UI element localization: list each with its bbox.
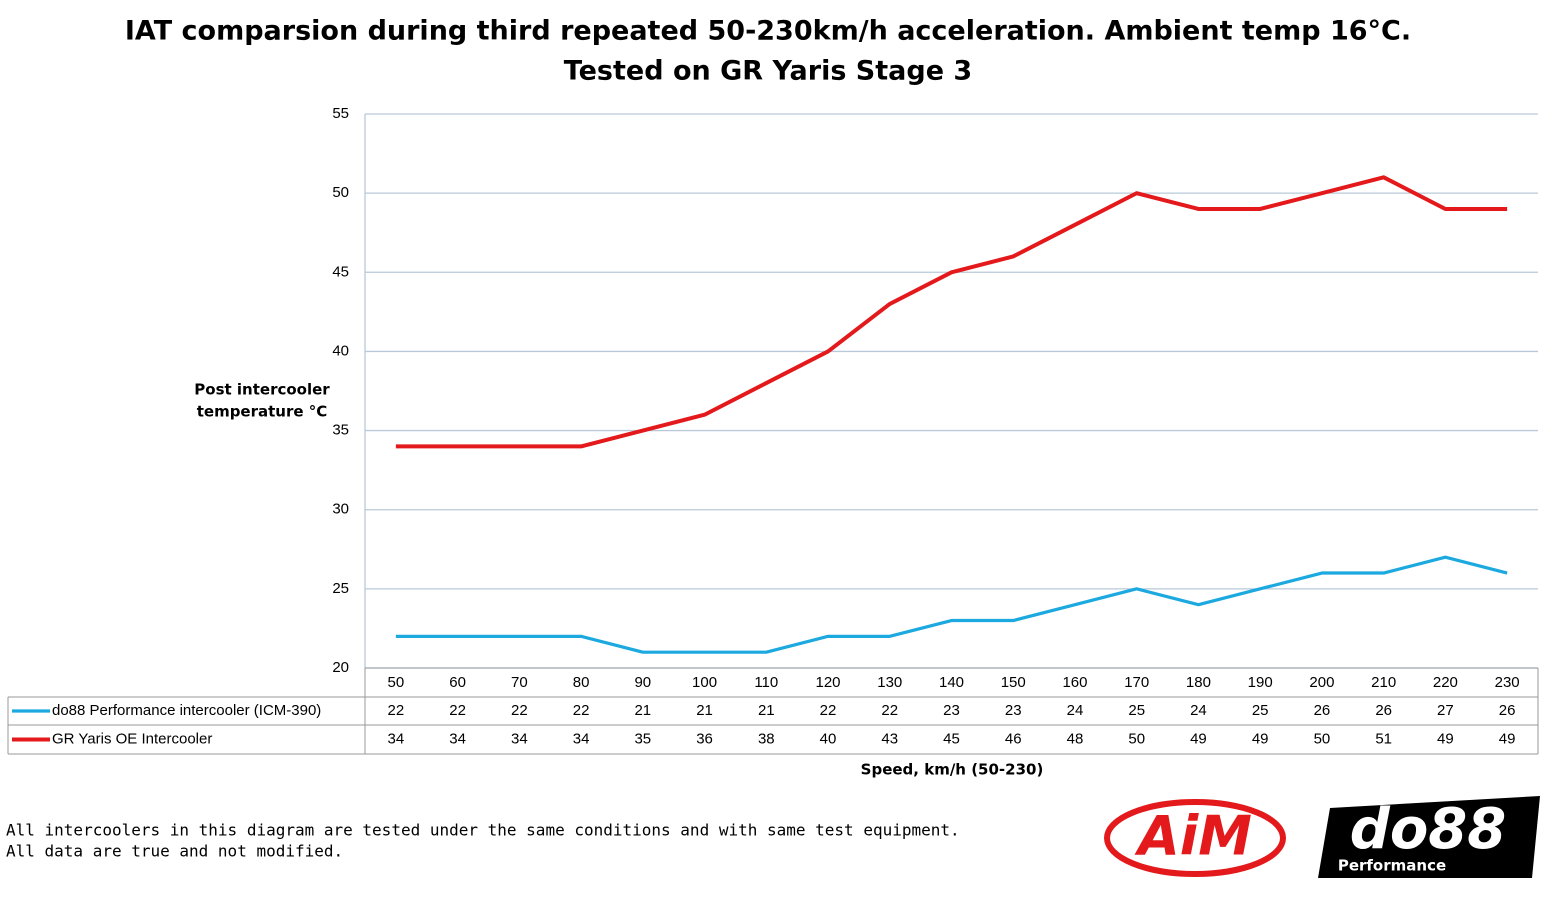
y-tick-label: 40	[332, 342, 349, 359]
x-tick-label: 160	[1062, 674, 1087, 691]
chart-subtitle: Tested on GR Yaris Stage 3	[564, 56, 972, 87]
table-value: 50	[1314, 730, 1331, 747]
x-tick-label: 170	[1124, 674, 1149, 691]
table-value: 40	[820, 730, 837, 747]
table-value: 22	[573, 702, 590, 719]
table-value: 22	[881, 702, 898, 719]
y-axis-label: Post intercooler	[194, 381, 330, 399]
x-tick-label: 130	[877, 674, 902, 691]
table-value: 21	[696, 702, 713, 719]
table-value: 49	[1437, 730, 1454, 747]
table-value: 22	[820, 702, 837, 719]
y-tick-label: 45	[332, 263, 349, 280]
table-value: 21	[634, 702, 651, 719]
logo-text: do88	[1350, 797, 1507, 862]
table-value: 23	[1005, 702, 1022, 719]
table-value: 49	[1190, 730, 1207, 747]
table-value: 38	[758, 730, 775, 747]
table-value: 27	[1437, 702, 1454, 719]
footnote: All intercoolers in this diagram are tes…	[6, 821, 960, 840]
logo-text: AiM	[1134, 805, 1252, 868]
table-value: 25	[1128, 702, 1145, 719]
table-value: 34	[388, 730, 405, 747]
y-tick-label: 55	[332, 105, 349, 122]
series-line	[395, 555, 1508, 654]
x-tick-label: 50	[388, 674, 405, 691]
logo-text: Performance	[1338, 857, 1446, 875]
x-tick-label: 220	[1433, 674, 1458, 691]
table-value: 34	[449, 730, 466, 747]
table-value: 45	[943, 730, 960, 747]
table-value: 49	[1252, 730, 1269, 747]
table-value: 34	[511, 730, 528, 747]
logo-ring	[1104, 799, 1286, 877]
logo-bg	[1318, 796, 1540, 878]
aim-logo: AiM	[1104, 799, 1286, 877]
legend-label: GR Yaris OE Intercooler	[52, 730, 212, 747]
table-value: 49	[1499, 730, 1516, 747]
table-value: 43	[881, 730, 898, 747]
x-tick-label: 140	[939, 674, 964, 691]
x-tick-label: 70	[511, 674, 528, 691]
y-tick-label: 20	[332, 659, 349, 676]
table-value: 23	[943, 702, 960, 719]
table-value: 34	[573, 730, 590, 747]
x-axis-label: Speed, km/h (50-230)	[861, 761, 1044, 779]
y-tick-label: 50	[332, 184, 349, 201]
chart-title: IAT comparsion during third repeated 50-…	[125, 16, 1411, 47]
y-axis-label: temperature °C	[197, 403, 328, 421]
x-tick-label: 150	[1001, 674, 1026, 691]
table-value: 22	[388, 702, 405, 719]
x-tick-label: 210	[1371, 674, 1396, 691]
series-line	[395, 175, 1508, 449]
table-value: 50	[1128, 730, 1145, 747]
x-tick-label: 200	[1309, 674, 1334, 691]
table-value: 48	[1067, 730, 1084, 747]
x-tick-label: 120	[816, 674, 841, 691]
x-tick-label: 80	[573, 674, 590, 691]
table-value: 22	[511, 702, 528, 719]
y-tick-label: 30	[332, 501, 349, 518]
x-tick-label: 190	[1248, 674, 1273, 691]
table-value: 46	[1005, 730, 1022, 747]
table-value: 26	[1375, 702, 1392, 719]
table-value: 51	[1375, 730, 1392, 747]
x-tick-label: 180	[1186, 674, 1211, 691]
table-value: 24	[1067, 702, 1084, 719]
x-tick-label: 100	[692, 674, 717, 691]
table-value: 35	[634, 730, 651, 747]
table-value: 26	[1314, 702, 1331, 719]
x-tick-label: 110	[754, 674, 778, 691]
table-value: 22	[449, 702, 466, 719]
y-tick-label: 35	[332, 422, 349, 439]
do88-logo: do88 Performance	[1318, 796, 1540, 878]
footnote: All data are true and not modified.	[6, 842, 343, 861]
table-value: 26	[1499, 702, 1516, 719]
table-value: 21	[758, 702, 775, 719]
x-tick-label: 90	[634, 674, 651, 691]
x-tick-label: 230	[1495, 674, 1520, 691]
table-value: 25	[1252, 702, 1269, 719]
table-value: 24	[1190, 702, 1207, 719]
y-tick-label: 25	[332, 580, 349, 597]
x-tick-label: 60	[449, 674, 466, 691]
table-value: 36	[696, 730, 713, 747]
legend-label: do88 Performance intercooler (ICM-390)	[52, 702, 321, 719]
